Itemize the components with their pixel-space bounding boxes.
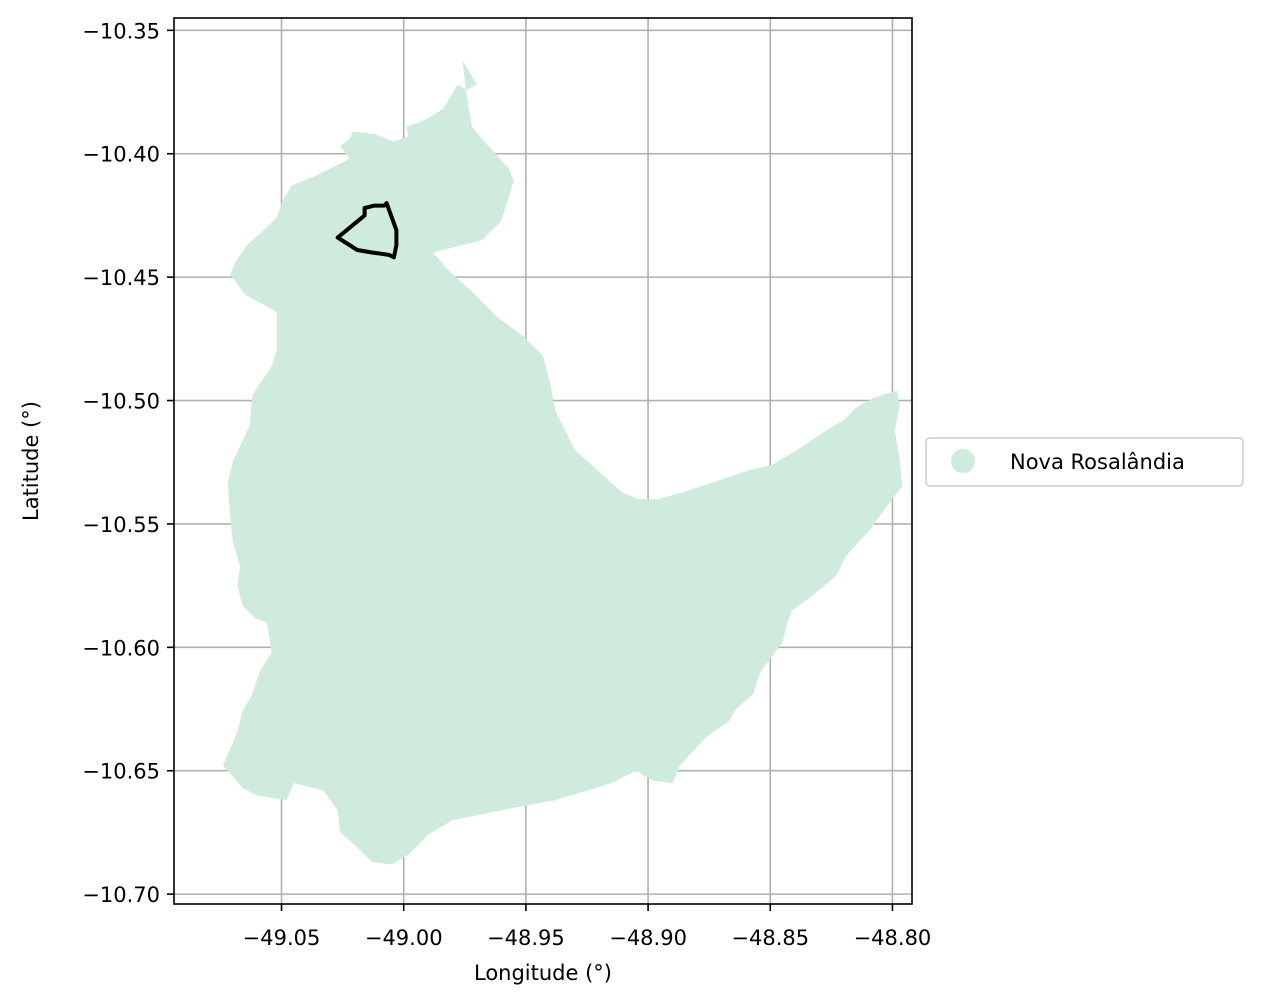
legend-entry-label: Nova Rosalândia [1010,450,1185,474]
x-axis-ticks: −49.05 −49.00 −48.95 −48.90 −48.85 −48.80 [243,904,932,950]
y-tick-label: −10.45 [82,266,160,290]
legend-marker [951,449,975,473]
y-tick-label: −10.60 [82,636,160,660]
y-tick-label: −10.50 [82,390,160,414]
x-tick-label: −48.90 [609,926,687,950]
y-tick-label: −10.35 [82,19,160,43]
x-axis-title: Longitude (°) [474,961,612,985]
x-tick-label: −49.00 [365,926,443,950]
nova-rosalandia-region [222,60,903,865]
y-tick-label: −10.65 [82,760,160,784]
legend: Nova Rosalândia [925,437,1244,487]
x-tick-label: −48.80 [854,926,932,950]
y-tick-label: −10.40 [82,143,160,167]
legend-box [925,437,1244,487]
plot-frame [173,17,913,905]
y-tick-label: −10.55 [82,513,160,537]
urban-area-outline [335,201,399,260]
y-axis-ticks: −10.35 −10.40 −10.45 −10.50 −10.55 −10.60 −10.… [82,19,174,907]
y-axis-title: Latitude (°) [19,401,43,521]
y-tick-label: −10.70 [82,883,160,907]
x-tick-label: −49.05 [243,926,321,950]
x-tick-label: −48.85 [731,926,809,950]
x-tick-label: −48.95 [487,926,565,950]
